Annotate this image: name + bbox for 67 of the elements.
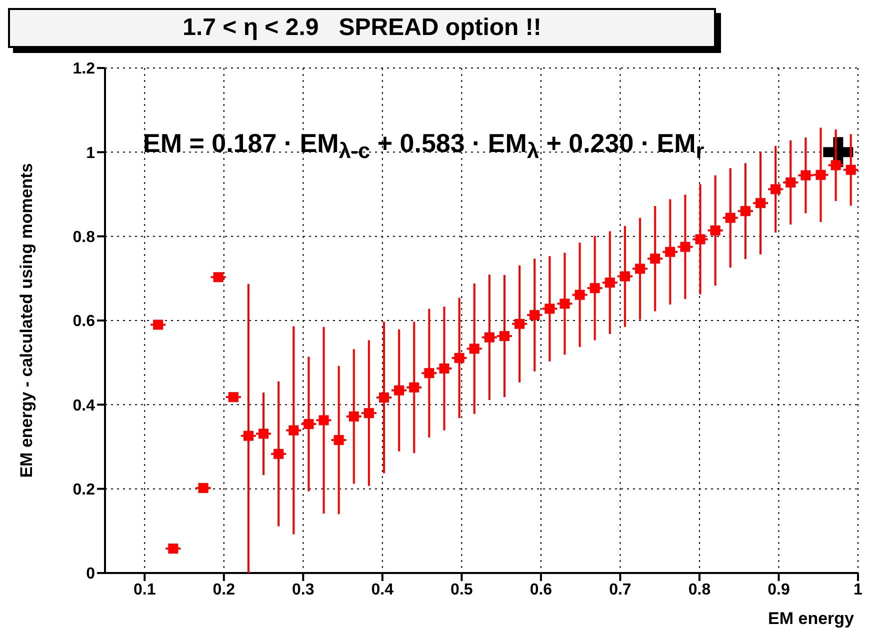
point [604, 278, 615, 288]
y-axis-title: EM energy - calculated using moments [17, 163, 36, 478]
point [695, 234, 706, 244]
point [348, 411, 359, 422]
point [424, 368, 434, 378]
point [379, 392, 390, 403]
point [846, 164, 856, 175]
point [665, 246, 676, 257]
point [590, 283, 600, 294]
point [514, 318, 525, 329]
point [574, 290, 585, 300]
point [680, 242, 690, 252]
point [756, 198, 766, 208]
point [484, 332, 494, 342]
point [409, 382, 420, 392]
point [530, 310, 540, 320]
x-tick-label: 0.7 [609, 581, 632, 598]
y-tick-label: 0.4 [72, 397, 96, 414]
point [830, 160, 841, 170]
point [394, 385, 404, 396]
y-tick-label: 0.6 [72, 313, 96, 330]
point [153, 320, 164, 330]
point [710, 225, 720, 236]
point [304, 419, 314, 430]
point [198, 482, 208, 493]
y-tick-label: 0.2 [72, 482, 96, 499]
x-tick-label: 0.1 [134, 581, 156, 598]
point [168, 544, 178, 554]
point [258, 428, 269, 439]
point [274, 448, 284, 459]
point [544, 304, 555, 314]
point [816, 170, 826, 180]
x-axis-title: EM energy [768, 609, 855, 628]
x-tick-label: 0.4 [371, 581, 394, 598]
point [469, 344, 480, 354]
point [499, 331, 510, 342]
chart-title: 1.7 < η < 2.9 SPREAD option !! [8, 8, 716, 48]
point [213, 272, 224, 282]
point [334, 435, 344, 446]
y-tick-label: 1.2 [72, 60, 96, 78]
x-tick-label: 0.9 [768, 581, 790, 598]
x-tick-label: 0.3 [292, 581, 314, 598]
point [288, 425, 299, 436]
point [243, 430, 254, 441]
point [364, 408, 374, 418]
point [650, 254, 660, 264]
point [620, 271, 630, 282]
x-tick-label: 0.2 [212, 581, 236, 598]
point [725, 212, 736, 223]
point [228, 392, 238, 402]
x-tick-label: 0.8 [688, 581, 711, 598]
annotation: EM = 0.187 · EM$_{λ-c}$ + 0.583 · EM$_{λ}$ + 0.230 · EM$_{r}$ [143, 128, 704, 164]
point [635, 264, 646, 274]
x-tick-label: 0.6 [530, 581, 552, 598]
x-tick-label: 0.5 [450, 581, 473, 598]
point [770, 184, 781, 194]
point [318, 415, 329, 426]
x-tick-label: 1 [854, 581, 863, 598]
y-tick-label: 0.8 [72, 229, 96, 246]
point [439, 363, 450, 374]
y-tick-label: 1 [86, 144, 96, 162]
point [786, 177, 796, 188]
y-tick-label: 0 [86, 566, 96, 583]
point [800, 170, 811, 180]
point [560, 298, 570, 309]
point [740, 206, 750, 216]
point [454, 352, 464, 363]
